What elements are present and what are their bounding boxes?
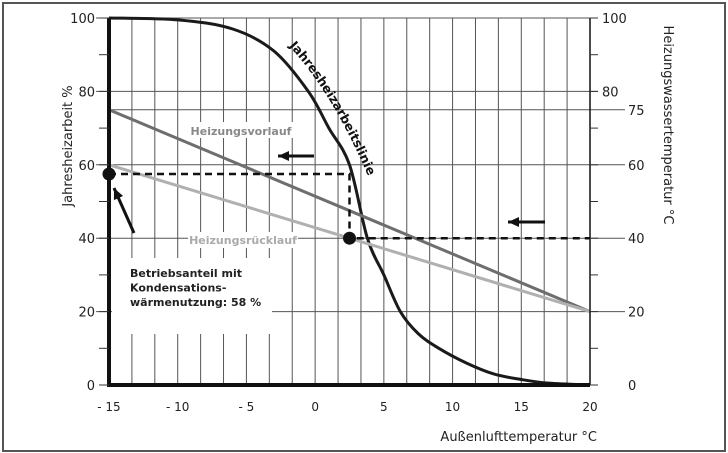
y-tick-label-right: 0 [628,379,636,394]
y-tick-label-left: 80 [78,85,95,100]
y-tick-label-right: 100 [602,12,627,27]
x-tick-label: 5 [380,400,388,414]
x-tick-label: 0 [311,400,319,414]
x-tick-label: - 5 [239,400,255,414]
annotation-line: Kondensations- [130,282,226,295]
x-tick-label: 20 [582,400,597,414]
y-tick-label-right: 60 [628,159,645,174]
x-tick-label: 15 [514,400,529,414]
y-tick-label-left: 60 [78,159,95,174]
arrow-to-marker-head [113,188,124,201]
y-tick-label-right: 75 [628,104,645,119]
annotation-background [112,258,272,334]
x-axis-label: Außenlufttemperatur °C [440,430,597,445]
x-tick-label: - 15 [97,400,120,414]
y-tick-label-left: 20 [78,306,95,321]
y-tick-label-right: 20 [628,306,645,321]
jahresheizarbeit-curve [108,16,591,387]
y-tick-label-left: 40 [78,232,95,247]
y-axis-label-left: Jahresheizarbeit % [61,85,76,207]
annotation-line: Betriebsanteil mit [130,267,242,280]
x-tick-label: - 10 [166,400,189,414]
arrow-left-right-head [508,217,519,227]
grid [96,17,625,385]
ruecklauf-label: Heizungsrücklauf [189,234,297,247]
ruecklauf-label-background [188,232,298,248]
vorlauf-label: Heizungsvorlauf [191,125,292,138]
marker-dot [343,231,356,245]
y-tick-label-left: 100 [70,12,95,27]
dashed-reference-line [109,172,590,240]
vorlauf-label-background [186,122,296,138]
axes [99,17,598,387]
series-layer [102,16,591,387]
y-tick-label-right: 80 [602,85,619,100]
y-tick-label-left: 0 [87,379,95,394]
y-axis-label-right: Heizungswassertemperatur °C [660,26,675,225]
x-tick-label: 10 [445,400,460,414]
arrow-left-upper-head [278,151,289,161]
annotation-line: wärmenutzung: 58 % [130,296,261,309]
y-tick-label-right: 40 [628,232,645,247]
